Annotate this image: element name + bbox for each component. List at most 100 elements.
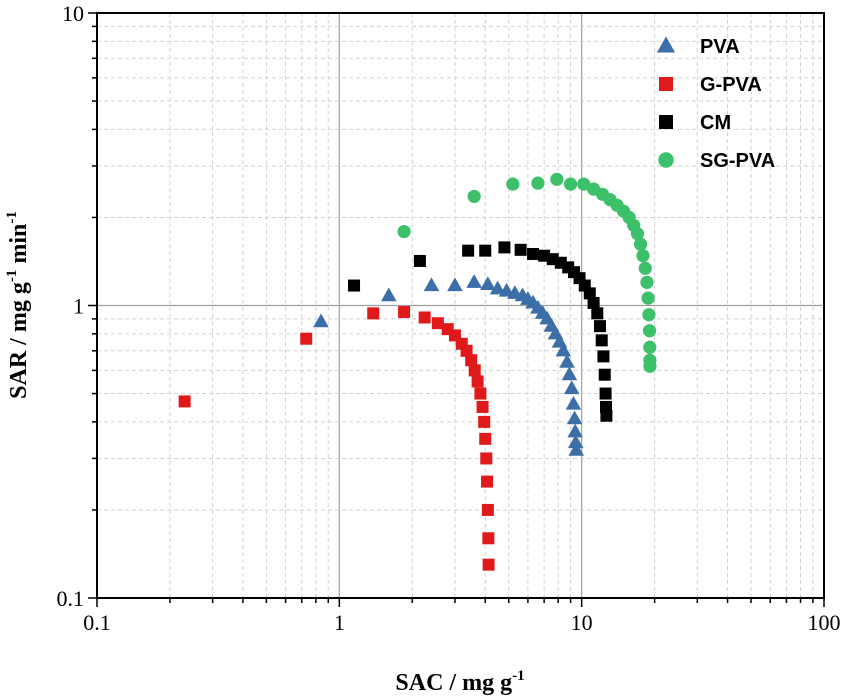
data-point — [460, 344, 473, 357]
legend-marker — [656, 36, 676, 53]
data-point — [633, 237, 648, 251]
data-point — [466, 274, 482, 288]
legend-entry-g-pva: G-PVA — [659, 74, 762, 96]
series-sg-pva — [397, 172, 657, 373]
x-axis-label: SAC / mg g-1 — [395, 668, 524, 696]
y-tick-label: 10 — [62, 1, 84, 26]
data-point — [555, 342, 572, 357]
data-point — [478, 415, 491, 428]
series-g-pva — [178, 306, 495, 571]
data-point — [561, 366, 578, 381]
data-point — [479, 432, 492, 445]
data-point — [462, 244, 475, 257]
data-point — [583, 287, 596, 300]
data-point — [467, 189, 481, 204]
data-series — [178, 172, 657, 571]
series-pva — [313, 274, 585, 456]
data-point — [398, 306, 411, 319]
data-point — [481, 475, 494, 488]
data-point — [550, 172, 564, 186]
data-point — [380, 287, 397, 302]
legend-label: PVA — [700, 36, 740, 58]
legend-entry-cm: CM — [659, 112, 731, 134]
data-point — [642, 308, 656, 322]
data-point — [474, 387, 487, 400]
data-point — [418, 311, 431, 324]
data-point — [559, 354, 575, 368]
data-point — [431, 317, 444, 330]
data-point — [595, 334, 608, 347]
y-tick-label: 1 — [73, 294, 84, 319]
y-tick-label: 0.1 — [57, 586, 85, 611]
data-point — [591, 307, 604, 320]
data-point — [423, 277, 440, 292]
data-point — [566, 410, 583, 425]
data-point — [563, 380, 580, 395]
grid — [97, 13, 824, 598]
data-point — [367, 307, 380, 320]
data-point — [643, 340, 657, 354]
data-point — [178, 395, 191, 408]
data-point — [480, 452, 493, 465]
legend-label: G-PVA — [700, 74, 762, 96]
y-axis-label: SAR / mg g-1 min-1 — [4, 211, 32, 399]
x-tick-label: 1 — [334, 610, 345, 635]
axis-ticks: 0.1 1 10 100 0.1 1 10 — [57, 1, 841, 635]
x-tick-label: 100 — [808, 610, 841, 635]
data-point — [642, 324, 657, 338]
data-point — [481, 503, 494, 516]
data-point — [598, 368, 611, 381]
data-point — [480, 276, 496, 291]
legend-marker — [659, 115, 673, 129]
data-point — [397, 224, 411, 239]
data-point — [599, 387, 612, 400]
legend-marker — [658, 152, 674, 168]
data-point — [636, 249, 650, 263]
legend: PVA G-PVA CM SG-PVA — [656, 36, 775, 172]
x-tick-label: 10 — [571, 610, 593, 635]
legend-entry-sg-pva: SG-PVA — [658, 150, 775, 172]
data-point — [476, 400, 489, 413]
data-point — [546, 253, 559, 266]
data-point — [465, 354, 478, 367]
data-point — [413, 254, 426, 267]
data-point — [498, 241, 511, 254]
data-point — [577, 177, 591, 191]
data-point — [597, 350, 610, 363]
data-point — [514, 243, 527, 256]
data-point — [563, 177, 578, 191]
x-tick-label: 0.1 — [83, 610, 111, 635]
data-point — [468, 364, 481, 377]
data-point — [300, 332, 313, 345]
data-point — [638, 261, 652, 275]
data-point — [641, 291, 655, 305]
legend-marker — [659, 77, 673, 91]
legend-label: SG-PVA — [700, 150, 775, 172]
data-point — [531, 176, 545, 190]
data-point — [643, 359, 657, 373]
data-point — [567, 434, 584, 449]
data-point — [348, 279, 361, 292]
data-point — [471, 375, 484, 388]
data-point — [640, 275, 654, 289]
data-point — [600, 409, 613, 422]
data-point — [482, 558, 495, 571]
data-point — [567, 423, 583, 438]
series-cm — [348, 241, 613, 422]
data-point — [489, 280, 506, 295]
legend-label: CM — [700, 112, 731, 134]
data-point — [482, 532, 495, 545]
data-point — [479, 244, 492, 257]
data-point — [593, 320, 606, 333]
data-point — [565, 395, 582, 410]
data-point — [587, 296, 600, 309]
data-point — [447, 277, 463, 292]
legend-entry-pva: PVA — [656, 36, 740, 58]
data-point — [506, 177, 520, 191]
data-point — [568, 442, 585, 456]
data-point — [313, 313, 329, 328]
data-point — [630, 227, 645, 241]
data-point — [527, 247, 540, 260]
